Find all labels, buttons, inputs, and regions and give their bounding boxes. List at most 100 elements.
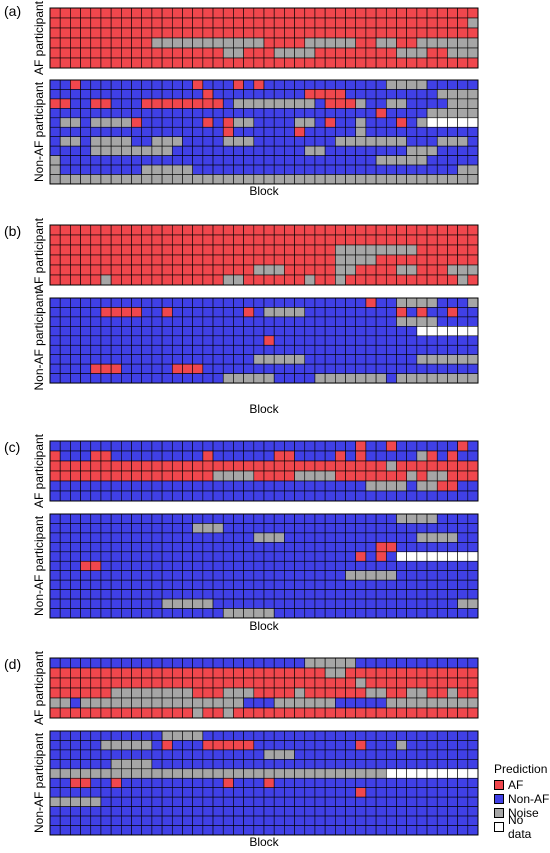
heatmap-cell (436, 254, 448, 266)
heatmap-cell (233, 687, 244, 699)
heatmap-cell (273, 224, 285, 236)
heatmap-cell (304, 344, 316, 355)
heatmap-cell (161, 27, 173, 39)
heatmap-cell (467, 825, 479, 836)
heatmap-cell (263, 697, 275, 709)
heatmap-cell (375, 307, 387, 318)
heatmap-cell (233, 17, 244, 29)
heatmap-cell (151, 796, 163, 807)
heatmap-cell (243, 697, 255, 709)
heatmap-cell (80, 145, 92, 156)
heatmap-cell (365, 551, 377, 562)
heatmap-cell (416, 560, 428, 571)
heatmap-cell (80, 244, 92, 256)
heatmap-cell (385, 806, 397, 817)
heatmap-cell (304, 796, 316, 807)
heatmap-cell (80, 460, 92, 472)
heatmap-cell (70, 145, 81, 156)
heatmap-cell (355, 155, 367, 166)
heatmap-cell (110, 570, 122, 581)
heatmap-cell (70, 47, 81, 59)
heatmap-cell (273, 17, 285, 29)
heatmap-cell (335, 707, 346, 719)
heatmap-cell (151, 17, 163, 29)
heatmap-cell (131, 759, 143, 770)
heatmap-cell (121, 57, 132, 69)
heatmap-border (49, 657, 479, 719)
heatmap-cell (202, 825, 214, 836)
heatmap-cell (151, 27, 163, 39)
heatmap-cell (151, 297, 163, 308)
heatmap-cell (141, 57, 153, 69)
heatmap-cell (335, 697, 346, 709)
heatmap-cell (151, 234, 163, 246)
heatmap-cell (202, 274, 214, 286)
heatmap-cell (243, 677, 255, 689)
heatmap-cell (447, 126, 458, 137)
heatmap-cell (426, 37, 438, 49)
heatmap-cell (396, 730, 407, 741)
heatmap-cell (355, 777, 367, 788)
heatmap-cell (110, 450, 122, 462)
heatmap-cell (70, 579, 81, 590)
heatmap-cell (284, 344, 295, 355)
heatmap-cell (324, 787, 336, 798)
heatmap-cell (59, 7, 71, 19)
heatmap-cell (447, 570, 458, 581)
heatmap-cell (436, 316, 448, 327)
heatmap-cell (171, 155, 183, 166)
heatmap-cell (110, 27, 122, 39)
heatmap-cell (294, 768, 306, 779)
heatmap-cell (426, 677, 438, 689)
heatmap-cell (100, 730, 112, 741)
heatmap-cell (80, 17, 92, 29)
heatmap-cell (314, 344, 326, 355)
heatmap-cell (90, 234, 102, 246)
heatmap-cell (345, 677, 357, 689)
heatmap-cell (100, 316, 112, 327)
heatmap-cell (335, 787, 346, 798)
heatmap-cell (345, 768, 357, 779)
heatmap-cell (457, 768, 469, 779)
heatmap-cell (131, 98, 143, 109)
heatmap-cell (365, 815, 377, 826)
heatmap-cell (90, 440, 102, 452)
heatmap-cell (59, 47, 71, 59)
heatmap-cell (131, 560, 143, 571)
heatmap-cell (202, 697, 214, 709)
heatmap-cell (171, 450, 183, 462)
heatmap-cell (202, 297, 214, 308)
heatmap-cell (457, 79, 469, 90)
heatmap-cell (131, 697, 143, 709)
heatmap-cell (335, 730, 346, 741)
heatmap-cell (121, 274, 132, 286)
heatmap-cell (151, 560, 163, 571)
heatmap-cell (243, 136, 255, 147)
heatmap-cell (385, 234, 397, 246)
heatmap-cell (121, 796, 132, 807)
heatmap-cell (345, 749, 357, 760)
heatmap-cell (365, 344, 377, 355)
heatmap-cell (263, 224, 275, 236)
heatmap-cell (192, 316, 204, 327)
heatmap-cell (253, 297, 265, 308)
heatmap-cell (80, 806, 92, 817)
heatmap-cell (141, 532, 153, 543)
heatmap-cell (192, 234, 204, 246)
heatmap-cell (243, 806, 255, 817)
heatmap-cell (467, 460, 479, 472)
heatmap-cell (273, 117, 285, 128)
heatmap-cell (385, 316, 397, 327)
heatmap-cell (284, 759, 295, 770)
heatmap-cell (467, 373, 479, 384)
heatmap-cell (385, 697, 397, 709)
heatmap-cell (212, 542, 224, 553)
heatmap-cell (385, 707, 397, 719)
heatmap-cell (385, 777, 397, 788)
legend-item-non-af: Non-AF (494, 792, 550, 806)
heatmap-cell (90, 89, 102, 100)
heatmap-cell (314, 274, 326, 286)
heatmap-cell (161, 542, 173, 553)
heatmap-cell (304, 254, 316, 266)
heatmap-cell (90, 136, 102, 147)
